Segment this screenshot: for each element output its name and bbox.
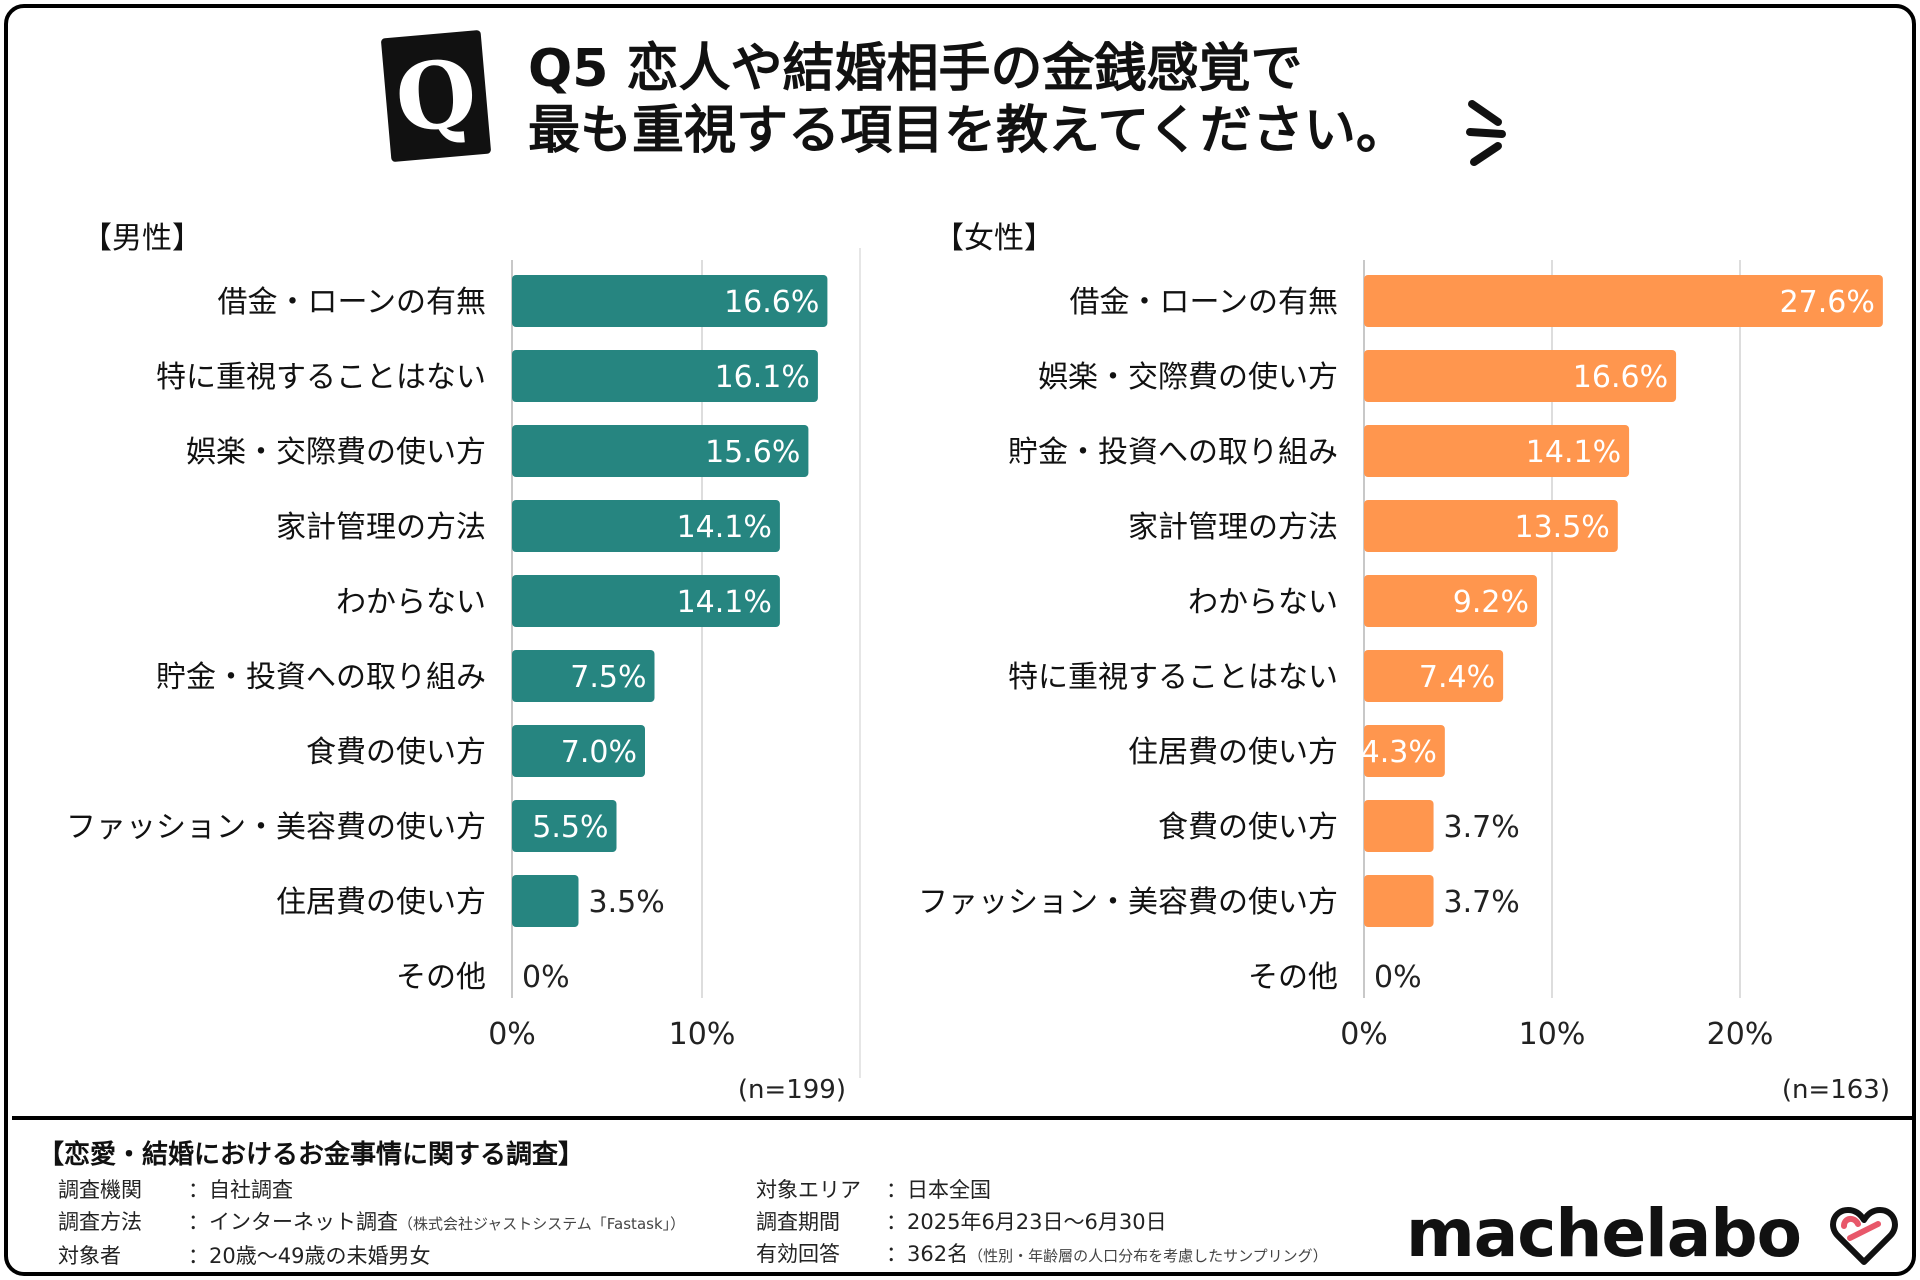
female-bar — [1364, 425, 1630, 477]
female-category-label: 娯楽・交際費の使い方 — [1038, 360, 1338, 395]
meta-row: 有効回答 ：362名（性別・年齢層の人口分布を考慮したサンプリング） — [756, 1238, 1328, 1272]
emphasis-burst-icon — [1466, 100, 1506, 166]
charts-area: 【男性】 0% 10% 借金・ローンの有無 16.6% 特に重視することはない 16.1% 娯… — [66, 221, 1890, 1105]
male-bar — [512, 275, 828, 327]
meta-value: ：2025年6月23日〜6月30日 — [886, 1210, 1167, 1234]
meta-value: ：自社調査 — [188, 1178, 293, 1202]
female-value-label: 13.5% — [1514, 510, 1609, 545]
meta-row: 調査機関 ：自社調査 — [58, 1174, 685, 1206]
female-category-label: 食費の使い方 — [1158, 810, 1338, 845]
meta-right-block: 対象エリア ：日本全国 調査期間 ：2025年6月23日〜6月30日 有効回答 ：36… — [756, 1174, 1328, 1272]
meta-note: （株式会社ジャストシステム「Fastask」） — [398, 1215, 686, 1233]
female-value-label: 7.4% — [1419, 660, 1495, 695]
male-panel-title: 【男性】 — [82, 221, 202, 256]
meta-key: 対象者 — [58, 1244, 121, 1268]
meta-value: ：日本全国 — [886, 1178, 991, 1202]
male-category-label: 家計管理の方法 — [276, 510, 486, 545]
meta-row: 調査期間 ：2025年6月23日〜6月30日 — [756, 1206, 1328, 1238]
male-category-label: 貯金・投資への取り組み — [156, 660, 486, 695]
male-value-label: 0% — [522, 960, 570, 995]
female-sample-size: (n=163) — [1782, 1075, 1890, 1105]
question-title-line-2: 最も重視する項目を教えてください。 — [528, 101, 1408, 161]
meta-value: ：インターネット調査 — [188, 1210, 398, 1234]
male-bar — [512, 650, 655, 702]
male-value-label: 14.1% — [677, 510, 772, 545]
meta-key: 有効回答 — [756, 1242, 840, 1266]
female-bar — [1364, 575, 1537, 627]
male-category-label: 特に重視することはない — [156, 360, 486, 395]
male-value-label: 14.1% — [677, 585, 772, 620]
male-category-label: 借金・ローンの有無 — [218, 285, 487, 320]
female-bar — [1364, 350, 1677, 402]
female-value-label: 3.7% — [1444, 885, 1520, 920]
female-category-label: 貯金・投資への取り組み — [1008, 435, 1338, 470]
female-category-label: 家計管理の方法 — [1128, 510, 1338, 545]
male-bar — [512, 725, 645, 777]
male-category-label: わからない — [336, 585, 486, 620]
male-bar — [512, 575, 780, 627]
male-value-label: 15.6% — [705, 435, 800, 470]
female-value-label: 27.6% — [1780, 285, 1875, 320]
male-x-tick-label: 0% — [488, 1017, 536, 1052]
female-bar — [1364, 650, 1504, 702]
meta-left-block: 調査機関 ：自社調査 調査方法 ：インターネット調査（株式会社ジャストシステム「Fa… — [58, 1174, 685, 1272]
male-value-label: 16.1% — [715, 360, 810, 395]
heart-icon — [1830, 1207, 1898, 1265]
male-category-label: 住居費の使い方 — [276, 885, 486, 920]
female-category-label: その他 — [1248, 960, 1338, 995]
male-category-label: ファッション・美容費の使い方 — [66, 810, 486, 845]
male-sample-size: (n=199) — [738, 1075, 846, 1105]
male-bar — [512, 350, 818, 402]
female-x-tick-label: 10% — [1519, 1017, 1586, 1052]
female-panel-title: 【女性】 — [934, 221, 1054, 256]
female-category-label: 特に重視することはない — [1008, 660, 1338, 695]
meta-row: 対象者 ：20歳〜49歳の未婚男女 — [58, 1240, 685, 1272]
male-bar — [512, 800, 617, 852]
infographic-frame: Q Q5 恋人や結婚相手の金銭感覚で 最も重視する項目を教えてください。 【男性… — [4, 4, 1916, 1276]
female-bar — [1364, 725, 1445, 777]
male-value-label: 7.5% — [570, 660, 646, 695]
male-bar — [512, 875, 579, 927]
meta-key: 調査方法 — [58, 1210, 142, 1234]
female-category-label: 住居費の使い方 — [1128, 735, 1338, 770]
female-value-label: 4.3% — [1361, 735, 1437, 770]
meta-row: 調査方法 ：インターネット調査（株式会社ジャストシステム「Fastask」） — [58, 1206, 685, 1240]
brand-logo-text: machelabo — [1406, 1195, 1802, 1272]
female-x-tick-label: 20% — [1707, 1017, 1774, 1052]
meta-key: 対象エリア — [756, 1178, 861, 1202]
female-value-label: 3.7% — [1444, 810, 1520, 845]
female-bar — [1364, 800, 1434, 852]
female-value-label: 16.6% — [1573, 360, 1668, 395]
meta-value: ：20歳〜49歳の未婚男女 — [188, 1244, 431, 1268]
female-value-label: 9.2% — [1453, 585, 1529, 620]
male-bar — [512, 425, 809, 477]
male-x-tick-label: 10% — [669, 1017, 736, 1052]
male-category-label: 食費の使い方 — [306, 735, 486, 770]
survey-title: 【恋愛・結婚におけるお金事情に関する調査】 — [38, 1140, 585, 1170]
female-category-label: ファッション・美容費の使い方 — [918, 885, 1338, 920]
female-bar — [1364, 875, 1434, 927]
meta-note: （性別・年齢層の人口分布を考慮したサンプリング） — [968, 1247, 1328, 1265]
female-category-label: 借金・ローンの有無 — [1070, 285, 1339, 320]
meta-row: 対象エリア ：日本全国 — [756, 1174, 1328, 1206]
male-value-label: 16.6% — [724, 285, 819, 320]
female-bar — [1364, 500, 1618, 552]
male-category-label: 娯楽・交際費の使い方 — [186, 435, 486, 470]
female-category-label: わからない — [1188, 585, 1338, 620]
male-category-label: その他 — [396, 960, 486, 995]
male-value-label: 7.0% — [561, 735, 637, 770]
meta-value: ：362名 — [886, 1242, 969, 1266]
meta-key: 調査機関 — [58, 1178, 142, 1202]
male-value-label: 5.5% — [532, 810, 608, 845]
female-value-label: 0% — [1374, 960, 1422, 995]
male-value-label: 3.5% — [589, 885, 665, 920]
female-x-tick-label: 0% — [1340, 1017, 1388, 1052]
meta-key: 調査期間 — [756, 1210, 840, 1234]
female-value-label: 14.1% — [1526, 435, 1621, 470]
footer-divider — [12, 1116, 1912, 1120]
question-title-line-1: Q5 恋人や結婚相手の金銭感覚で — [528, 39, 1303, 99]
female-bar — [1364, 275, 1883, 327]
male-bar — [512, 500, 780, 552]
